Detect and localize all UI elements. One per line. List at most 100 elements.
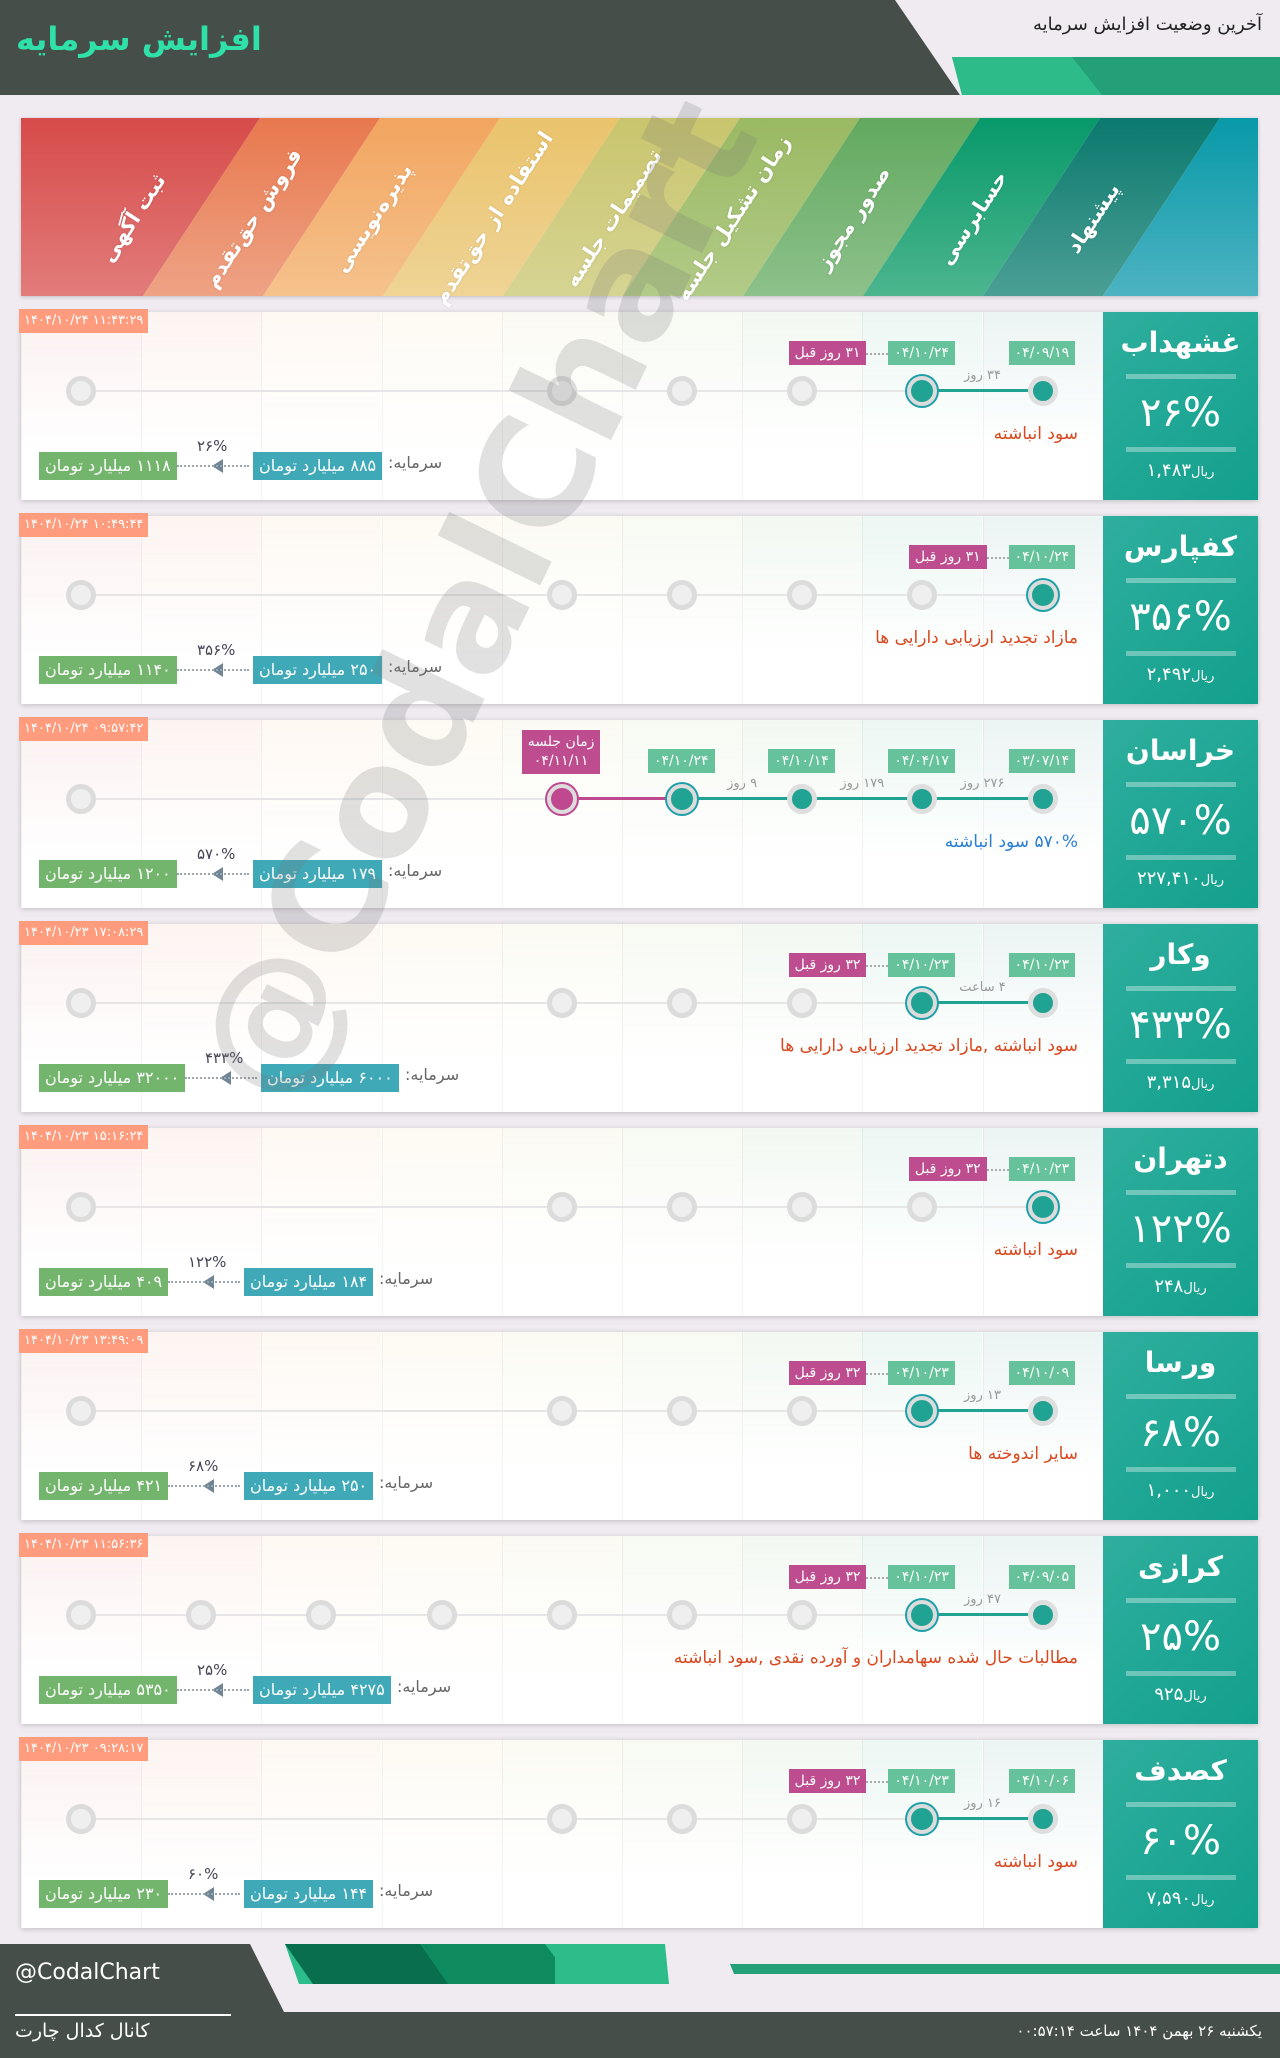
stage-node[interactable] <box>546 784 577 814</box>
stage-node[interactable] <box>667 376 697 406</box>
stage-node[interactable] <box>1027 1804 1058 1834</box>
stage-node[interactable] <box>66 1600 96 1630</box>
stage-node[interactable] <box>546 376 577 406</box>
capital-arrow <box>177 873 249 875</box>
stage-column <box>381 312 502 500</box>
stage-node[interactable] <box>1027 1600 1058 1630</box>
stage-column <box>501 1332 622 1520</box>
stage-node[interactable] <box>546 1192 577 1222</box>
panel-divider <box>1126 651 1236 656</box>
stage-node[interactable] <box>1027 376 1058 406</box>
stage-node[interactable] <box>66 988 96 1018</box>
stage-node[interactable] <box>787 376 818 406</box>
stage-date-tag: ۰۴/۱۰/۲۴ <box>888 341 955 365</box>
stage-node[interactable] <box>667 1600 697 1630</box>
stage-node[interactable] <box>787 1600 818 1630</box>
stage-node[interactable] <box>1027 1192 1058 1222</box>
stage-date-tag: ۰۳/۰۷/۱۴ <box>1008 749 1076 773</box>
stage-column <box>501 516 622 704</box>
stage-node[interactable] <box>667 1804 697 1834</box>
stage-node[interactable] <box>907 580 938 610</box>
capital-source: سود انباشته <box>993 424 1078 444</box>
stage-node[interactable] <box>546 988 577 1018</box>
stage-node[interactable] <box>907 1396 938 1426</box>
stage-node[interactable] <box>66 1192 96 1222</box>
stage-node[interactable] <box>66 784 96 814</box>
stage-stripes <box>21 118 1258 296</box>
stage-node[interactable] <box>907 1804 938 1834</box>
increase-percent-large: ۴۳۳% <box>1129 1002 1232 1048</box>
stage-node[interactable] <box>186 1600 217 1630</box>
stage-node[interactable] <box>667 580 697 610</box>
capital-source: سود انباشته <box>993 1240 1078 1260</box>
stage-node[interactable] <box>667 1396 697 1426</box>
symbol-name: دتهران <box>1133 1142 1228 1175</box>
capital-arrow <box>168 1893 240 1895</box>
stage-stripe <box>1103 118 1258 296</box>
capital-before: ۱۸۴ میلیارد تومان <box>244 1268 374 1296</box>
stage-node[interactable] <box>426 1600 457 1630</box>
stage-column <box>501 1740 622 1928</box>
stage-node[interactable] <box>787 1804 818 1834</box>
stage-date-tag: ۰۴/۰۹/۱۹ <box>1008 341 1076 365</box>
stage-node[interactable] <box>667 1192 697 1222</box>
stage-node[interactable] <box>306 1600 337 1630</box>
timeline-progress <box>922 1817 1043 1820</box>
increase-percent: ۵۷۰% <box>197 845 236 863</box>
stage-node[interactable] <box>1027 1396 1058 1426</box>
stage-node[interactable] <box>546 1600 577 1630</box>
stage-column <box>381 1332 502 1520</box>
page-subtitle: آخرین وضعیت افزایش سرمایه <box>1033 14 1262 35</box>
panel-divider <box>1126 1875 1236 1880</box>
stage-node[interactable] <box>907 1192 938 1222</box>
capital-label: سرمایه: <box>405 1065 460 1084</box>
price-value: ۲۲۷,۴۱۰ <box>1136 868 1201 889</box>
stage-node[interactable] <box>787 1192 818 1222</box>
company-card: ۰۴/۱۰/۰۶ ۰۴/۱۰/۲۳ ۱۶ روز ۳۲ روز قبل سود انبا… <box>19 1737 1258 1928</box>
stage-node[interactable] <box>907 784 938 814</box>
increase-percent-large: ۱۲۲% <box>1129 1206 1232 1252</box>
stage-column <box>622 924 742 1112</box>
currency-label: ریال <box>1191 1077 1215 1092</box>
increase-percent-large: ۲۶% <box>1140 390 1221 436</box>
stage-node[interactable] <box>1027 988 1058 1018</box>
days-ago-connector <box>986 1169 1009 1171</box>
stage-node[interactable] <box>546 1804 577 1834</box>
stage-column <box>622 1536 742 1724</box>
timeline-progress <box>922 1409 1043 1412</box>
stage-stripe <box>383 118 620 296</box>
share-price: ۳,۳۱۵ریال <box>1103 1072 1258 1093</box>
stage-date-tag: ۰۴/۱۰/۰۶ <box>1008 1769 1076 1793</box>
stage-node[interactable] <box>66 1396 96 1426</box>
stage-node[interactable] <box>66 1804 96 1834</box>
company-card: ۰۴/۱۰/۰۹ ۰۴/۱۰/۲۳ ۱۳ روز ۳۲ روز قبل سایر اند… <box>19 1329 1258 1520</box>
days-ago-connector <box>866 353 889 355</box>
stage-node[interactable] <box>546 1396 577 1426</box>
price-value: ۱,۴۸۳ <box>1146 460 1192 481</box>
stage-node[interactable] <box>787 580 818 610</box>
stage-column <box>501 1128 622 1316</box>
stage-node[interactable] <box>667 784 697 814</box>
stage-node[interactable] <box>907 988 938 1018</box>
stage-node[interactable] <box>1027 580 1058 610</box>
capital-after: ۵۳۵۰ میلیارد تومان <box>39 1676 177 1704</box>
company-card: ۰۴/۱۰/۲۴ ۳۱ روز قبل مازاد تجدید ارزیابی دا… <box>19 513 1258 704</box>
capital-source: ۵۷۰% سود انباشته <box>944 832 1078 852</box>
share-price: ۱,۰۰۰ریال <box>1103 1480 1258 1501</box>
stage-node[interactable] <box>907 1600 938 1630</box>
stage-node[interactable] <box>66 580 96 610</box>
currency-label: ریال <box>1191 1893 1215 1908</box>
stage-node[interactable] <box>907 376 938 406</box>
days-ago-connector <box>866 965 889 967</box>
capital-arrow <box>185 1077 257 1079</box>
stage-node[interactable] <box>787 1396 818 1426</box>
duration-label: ۴ ساعت <box>959 980 1006 995</box>
stage-node[interactable] <box>787 784 818 814</box>
stage-node[interactable] <box>546 580 577 610</box>
stage-node[interactable] <box>787 988 818 1018</box>
capital-label: سرمایه: <box>388 861 443 880</box>
stage-node[interactable] <box>1027 784 1058 814</box>
stage-node[interactable] <box>66 376 96 406</box>
stage-node[interactable] <box>667 988 697 1018</box>
symbol-name: وکار <box>1150 938 1211 971</box>
